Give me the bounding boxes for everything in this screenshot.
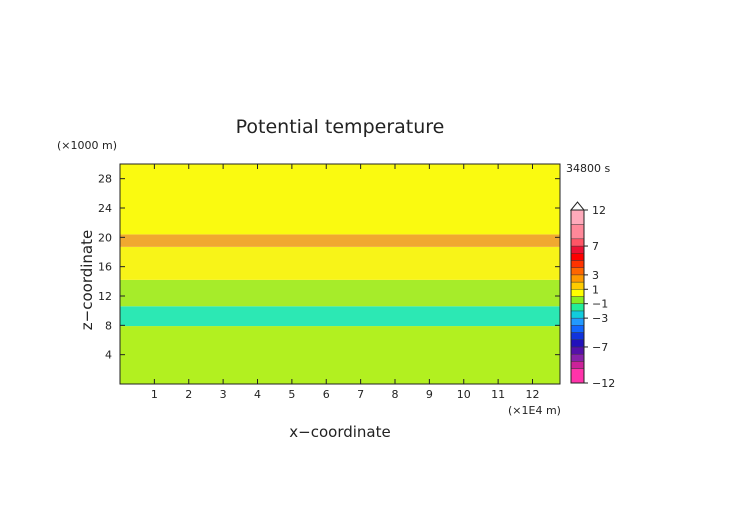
heatmap-band	[120, 326, 560, 384]
colorbar-label: 12	[592, 204, 606, 217]
y-tick-label: 24	[98, 202, 112, 215]
colorbar-swatch	[570, 289, 585, 297]
x-tick-label: 1	[151, 388, 158, 401]
colorbar-swatch	[570, 260, 585, 268]
colorbar-label: −1	[592, 298, 608, 311]
x-tick-label: 6	[323, 388, 330, 401]
colorbar-swatch	[570, 368, 585, 384]
colorbar-label: −7	[592, 341, 608, 354]
colorbar-label: 7	[592, 240, 599, 253]
colorbar-swatch	[570, 353, 585, 362]
heatmap-band	[120, 279, 560, 307]
heatmap-band	[120, 246, 560, 280]
x-tick-label: 5	[288, 388, 295, 401]
x-tick-label: 2	[185, 388, 192, 401]
colorbar-swatch	[570, 303, 585, 312]
colorbar-swatch	[570, 310, 585, 319]
colorbar-swatch	[570, 317, 585, 326]
x-tick-label: 11	[491, 388, 505, 401]
time-label: 34800 s	[566, 162, 610, 175]
y-unit-label: (×1000 m)	[57, 139, 117, 152]
colorbar-extend-arrow	[569, 201, 586, 211]
x-tick-label: 10	[457, 388, 471, 401]
x-axis-ticks: 1 2 3 4 5 6 7 8 9 10 11 12	[151, 164, 540, 401]
y-tick-label: 12	[98, 290, 112, 303]
colorbar-swatch	[570, 281, 585, 290]
x-unit-label: (×1E4 m)	[508, 404, 561, 417]
chart-title: Potential temperature	[236, 116, 445, 138]
colorbar-label: −3	[592, 312, 608, 325]
colorbar-label: 3	[592, 269, 599, 282]
y-axis-label: z−coordinate	[78, 230, 96, 330]
x-tick-label: 9	[426, 388, 433, 401]
colorbar-swatch	[570, 339, 585, 348]
x-axis-label: x−coordinate	[289, 423, 390, 441]
colorbar-swatch	[570, 274, 585, 283]
colorbar-label: −12	[592, 377, 615, 390]
heatmap-band	[120, 234, 560, 247]
colorbar-swatch	[570, 267, 585, 276]
colorbar-swatch	[570, 296, 585, 304]
y-axis-ticks: 4 8 12 16 20 24 28	[98, 173, 560, 362]
x-tick-label: 7	[357, 388, 364, 401]
y-tick-label: 28	[98, 173, 112, 186]
x-tick-label: 8	[392, 388, 399, 401]
heatmap-band	[120, 164, 560, 235]
y-tick-label: 4	[105, 349, 112, 362]
y-tick-label: 16	[98, 261, 112, 274]
colorbar-swatch	[570, 346, 585, 355]
colorbar-swatch	[570, 238, 585, 247]
x-tick-label: 3	[220, 388, 227, 401]
colorbar-swatch	[570, 325, 585, 333]
colorbar-swatch	[570, 209, 585, 225]
colorbar-swatch	[570, 361, 585, 369]
x-tick-label: 12	[526, 388, 540, 401]
colorbar-label: 1	[592, 283, 599, 296]
colorbar-frame	[570, 209, 585, 384]
y-tick-label: 20	[98, 231, 112, 244]
colorbar: 12 7 31 −1−3 −7 −12	[569, 201, 615, 390]
heatmap-band	[120, 306, 560, 327]
colorbar-swatch	[570, 332, 585, 340]
colorbar-swatch	[570, 253, 585, 261]
colorbar-swatch	[570, 245, 585, 254]
x-tick-label: 4	[254, 388, 261, 401]
y-tick-label: 8	[105, 319, 112, 332]
plot-frame	[119, 163, 561, 385]
colorbar-swatch	[570, 224, 585, 240]
heatmap-bands	[120, 164, 560, 384]
